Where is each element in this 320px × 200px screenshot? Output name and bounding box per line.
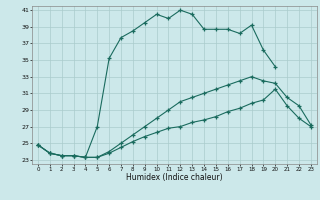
X-axis label: Humidex (Indice chaleur): Humidex (Indice chaleur) <box>126 173 223 182</box>
